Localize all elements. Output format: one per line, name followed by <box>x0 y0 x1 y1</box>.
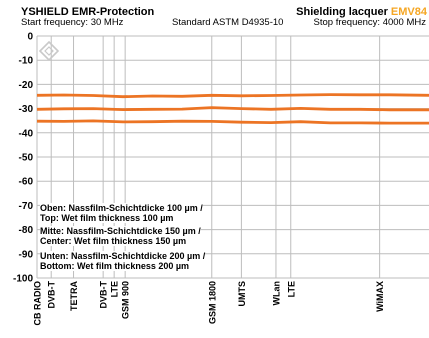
y-tick-label: -90 <box>19 249 34 260</box>
band-label: DVB-T <box>47 281 57 309</box>
annotation-top-line2: Top: Wet film thickness 100 µm <box>40 213 174 223</box>
band-labels: CB RADIO DVB-T TETRA DVB-T LTE GSM 900 GSM 180… <box>33 281 386 326</box>
product-title-prefix: Shielding lacquer <box>296 6 391 18</box>
band-label: LTE <box>110 281 120 297</box>
annotation-top: Oben: Nassfilm-Schichtdicke 100 µm / Top… <box>40 203 203 223</box>
annotation-center-line1: Mitte: Nassfilm-Schichtdicke 150 µm / <box>40 226 201 236</box>
product-name: EMV84 <box>390 6 427 18</box>
y-axis-ticks: 0 -10 -20 -30 -40 -50 -60 -70 -80 -90 -100 <box>13 32 33 285</box>
annotation-top-line1: Oben: Nassfilm-Schichtdicke 100 µm / <box>40 203 203 213</box>
band-label: LTE <box>286 281 296 297</box>
chart-title: YSHIELD EMR-Protection <box>21 6 155 18</box>
annotation-bottom-line1: Unten: Nassfilm-Schichtdicke 200 µm / <box>40 251 206 261</box>
logo-diamond-inner <box>44 46 54 56</box>
annotation-center: Mitte: Nassfilm-Schichtdicke 150 µm / Ce… <box>40 226 201 246</box>
y-tick-label: -60 <box>19 177 34 188</box>
start-frequency: Start frequency: 30 MHz <box>21 17 124 28</box>
y-tick-label: -40 <box>19 128 34 139</box>
band-label: UMTS <box>237 281 247 307</box>
diamond-logo-icon <box>38 40 60 62</box>
band-label: WiMAX <box>375 281 385 312</box>
series-line <box>36 119 429 125</box>
series-lines <box>36 93 429 125</box>
chart-header: YSHIELD EMR-Protection Shielding lacquer… <box>0 0 429 36</box>
band-label: GSM 900 <box>121 281 131 319</box>
series-line <box>36 93 429 99</box>
y-tick-label: -80 <box>19 225 34 236</box>
band-label: WLan <box>271 281 281 306</box>
y-tick-label: -100 <box>13 274 33 285</box>
band-label: CB RADIO <box>33 281 43 326</box>
band-label: TETRA <box>69 281 79 311</box>
y-tick-label: -20 <box>19 80 34 91</box>
stop-frequency: Stop frequency: 4000 MHz <box>313 17 426 28</box>
y-tick-label: -50 <box>19 153 34 164</box>
y-tick-label: -10 <box>19 56 34 67</box>
band-label: GSM 1800 <box>207 281 217 324</box>
band-label: DVB-T <box>99 281 109 309</box>
annotation-bottom-line2: Bottom: Wet film thickness 200 µm <box>40 261 190 271</box>
y-tick-label: -30 <box>19 104 34 115</box>
y-tick-label: -70 <box>19 201 34 212</box>
product-title: Shielding lacquer EMV84 <box>296 6 427 18</box>
annotation-bottom: Unten: Nassfilm-Schichtdicke 200 µm / Bo… <box>40 251 206 271</box>
series-line <box>36 106 429 112</box>
logo-diamond-outer <box>38 40 60 62</box>
standard-label: Standard ASTM D4935-10 <box>172 17 284 28</box>
annotation-center-line2: Center: Wet film thickness 150 µm <box>40 236 187 246</box>
y-tick-label: 0 <box>27 32 33 43</box>
